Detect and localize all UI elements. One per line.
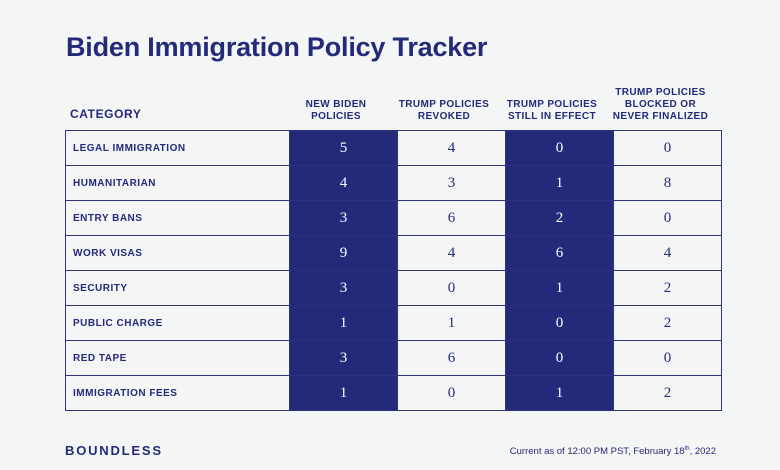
column-header-trump-policies-revoked: TRUMP POLICIES REVOKED <box>398 99 490 122</box>
value-cell: 4 <box>289 165 398 201</box>
page-title: Biden Immigration Policy Tracker <box>66 32 488 62</box>
timestamp-superscript: th <box>684 446 690 452</box>
value-cell: 5 <box>289 130 398 166</box>
value-cell: 2 <box>613 375 722 411</box>
value-cell: 1 <box>505 165 614 201</box>
category-cell: SECURITY <box>65 270 290 306</box>
timestamp-year: , 2022 <box>689 446 716 458</box>
value-cell: 2 <box>613 270 722 306</box>
value-cell: 1 <box>505 375 614 411</box>
value-cell: 6 <box>397 200 506 236</box>
category-cell: HUMANITARIAN <box>65 165 290 201</box>
timestamp-footnote: Current as of 12:00 PM PST, February 18t… <box>510 446 716 457</box>
value-cell: 3 <box>289 270 398 306</box>
category-cell: PUBLIC CHARGE <box>65 305 290 341</box>
value-cell: 3 <box>397 165 506 201</box>
table-row: ENTRY BANS 3 6 2 0 <box>65 200 722 236</box>
column-header-category: CATEGORY <box>70 107 142 121</box>
value-cell: 0 <box>613 340 722 376</box>
value-cell: 1 <box>397 305 506 341</box>
value-cell: 2 <box>505 200 614 236</box>
value-cell: 0 <box>505 130 614 166</box>
table-row: HUMANITARIAN 4 3 1 8 <box>65 165 722 201</box>
column-header-new-biden-policies: NEW BIDEN POLICIES <box>305 99 367 122</box>
timestamp-text: Current as of 12:00 PM PST, February 18 <box>509 446 685 458</box>
value-cell: 2 <box>613 305 722 341</box>
policy-table-body: LEGAL IMMIGRATION 5 4 0 0 HUMANITARIAN 4 3 1 8 ENT… <box>65 130 722 411</box>
value-cell: 4 <box>397 130 506 166</box>
category-cell: ENTRY BANS <box>65 200 290 236</box>
value-cell: 8 <box>613 165 722 201</box>
table-row: SECURITY 3 0 1 2 <box>65 270 722 306</box>
value-cell: 1 <box>505 270 614 306</box>
category-cell: RED TAPE <box>65 340 290 376</box>
value-cell: 0 <box>613 200 722 236</box>
table-row: LEGAL IMMIGRATION 5 4 0 0 <box>65 130 722 166</box>
table-row: PUBLIC CHARGE 1 1 0 2 <box>65 305 722 341</box>
category-cell: LEGAL IMMIGRATION <box>65 130 290 166</box>
category-cell: IMMIGRATION FEES <box>65 375 290 411</box>
policy-table: LEGAL IMMIGRATION 5 4 0 0 HUMANITARIAN 4 3 1 8 ENT… <box>65 130 722 411</box>
value-cell: 1 <box>289 375 398 411</box>
value-cell: 3 <box>289 200 398 236</box>
value-cell: 0 <box>505 340 614 376</box>
brand-logo: BOUNDLESS <box>65 443 163 458</box>
value-cell: 3 <box>289 340 398 376</box>
column-header-trump-policies-in-effect: TRUMP POLICIES STILL IN EFFECT <box>506 99 598 122</box>
value-cell: 6 <box>505 235 614 271</box>
value-cell: 0 <box>397 375 506 411</box>
table-row: IMMIGRATION FEES 1 0 1 2 <box>65 375 722 411</box>
value-cell: 4 <box>397 235 506 271</box>
value-cell: 9 <box>289 235 398 271</box>
value-cell: 4 <box>613 235 722 271</box>
value-cell: 0 <box>397 270 506 306</box>
table-row: WORK VISAS 9 4 6 4 <box>65 235 722 271</box>
value-cell: 6 <box>397 340 506 376</box>
table-row: RED TAPE 3 6 0 0 <box>65 340 722 376</box>
value-cell: 0 <box>613 130 722 166</box>
value-cell: 0 <box>505 305 614 341</box>
value-cell: 1 <box>289 305 398 341</box>
column-header-trump-policies-blocked: TRUMP POLICIES BLOCKED OR NEVER FINALIZE… <box>612 87 709 122</box>
category-cell: WORK VISAS <box>65 235 290 271</box>
